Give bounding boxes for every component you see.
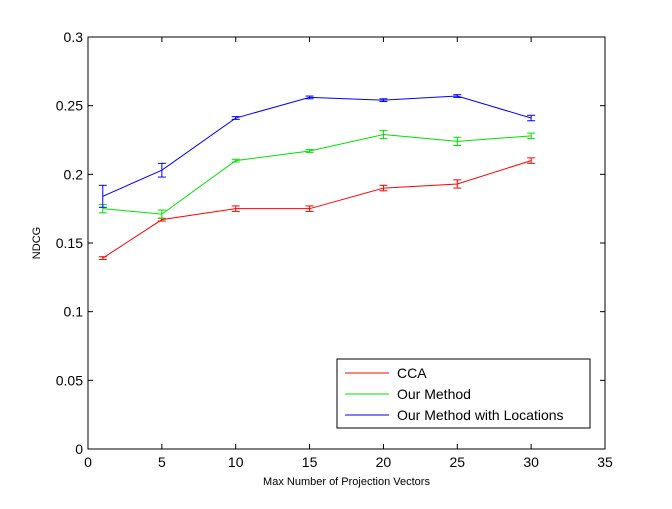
x-tick-label: 5	[158, 454, 166, 470]
y-tick-label: 0.05	[56, 372, 83, 388]
legend-label: Our Method with Locations	[397, 407, 564, 423]
x-tick-label: 0	[84, 454, 92, 470]
y-axis-label: NDCG	[31, 227, 43, 259]
y-tick-label: 0.1	[64, 304, 84, 320]
legend-label: Our Method	[397, 386, 471, 402]
x-tick-label: 10	[228, 454, 244, 470]
x-tick-label: 25	[449, 454, 465, 470]
x-tick-label: 15	[302, 454, 318, 470]
x-axis-label: Max Number of Projection Vectors	[263, 476, 430, 488]
x-tick-label: 20	[376, 454, 392, 470]
y-tick-label: 0.15	[56, 235, 83, 251]
y-tick-label: 0.2	[64, 166, 84, 182]
legend-label: CCA	[397, 365, 427, 381]
y-tick-label: 0.3	[64, 29, 84, 45]
y-tick-label: 0	[75, 441, 83, 457]
x-tick-label: 30	[523, 454, 539, 470]
x-tick-label: 35	[597, 454, 613, 470]
legend: CCA Our Method Our Method with Locations	[337, 359, 590, 428]
y-tick-label: 0.25	[56, 98, 83, 114]
